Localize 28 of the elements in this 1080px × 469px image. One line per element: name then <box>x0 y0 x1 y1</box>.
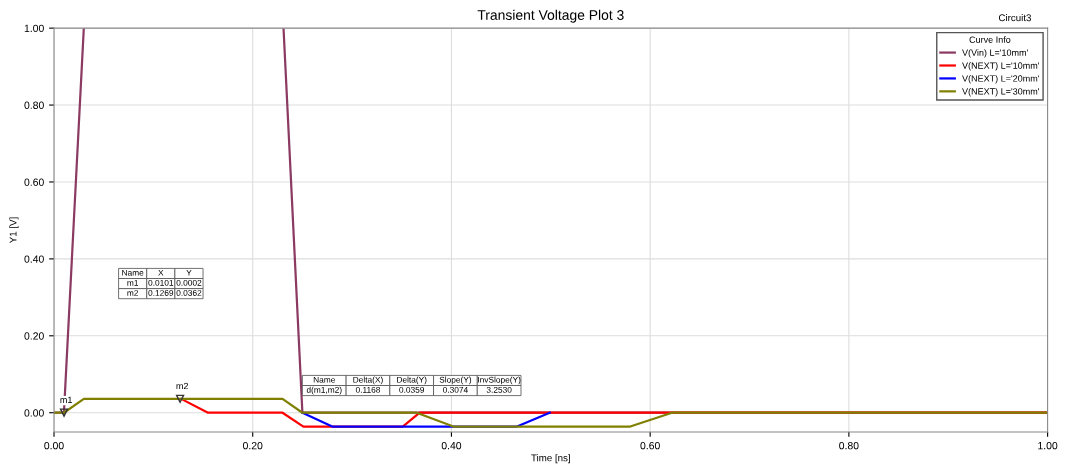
legend-label: V(Vin) L='10mm' <box>962 49 1028 58</box>
text: Name Delta(X) Delta(Y) Slope(Y) InvSlope(Y) <box>313 376 521 385</box>
y-tick-label: 0.80 <box>24 101 44 109</box>
x-tick-label: 0.00 <box>44 441 64 450</box>
y-tick-label: 0.40 <box>24 255 44 263</box>
y-tick-label: 1.00 <box>24 24 44 33</box>
text: Circuit3 <box>998 14 1031 22</box>
annotation: m1 <box>60 396 72 403</box>
y-tick-label: 0.00 <box>24 409 44 417</box>
y-axis-title: Y1 [V] <box>9 217 19 244</box>
x-tick-label: 0.60 <box>640 441 660 450</box>
text: Name X Y <box>122 269 192 276</box>
y-tick-label: 0.20 <box>24 332 44 340</box>
legend-title: Curve Info <box>969 36 1011 43</box>
legend-label: V(NEXT) L='10mm' <box>962 62 1040 71</box>
text: d(m1,m2) 0.1168 0.0359 0.3074 3.2530 <box>306 386 512 395</box>
chart-title: Transient Voltage Plot 3 <box>477 9 624 23</box>
x-tick-label: 0.20 <box>242 441 263 450</box>
x-tick-label: 0.80 <box>839 441 859 450</box>
annotation: m2 <box>176 382 189 390</box>
x-tick-label: 1.00 <box>1038 441 1058 450</box>
legend-label: V(NEXT) L='30mm' <box>962 87 1040 97</box>
legend-label: V(NEXT) L='20mm' <box>962 75 1040 84</box>
x-axis-title: Time [ns] <box>531 454 570 464</box>
x-tick-label: 0.40 <box>441 441 462 450</box>
y-tick-label: 0.60 <box>24 178 44 186</box>
text: m2 0.1269 0.0362 <box>127 289 202 296</box>
text: m1 0.0101 0.0002 <box>127 279 202 286</box>
